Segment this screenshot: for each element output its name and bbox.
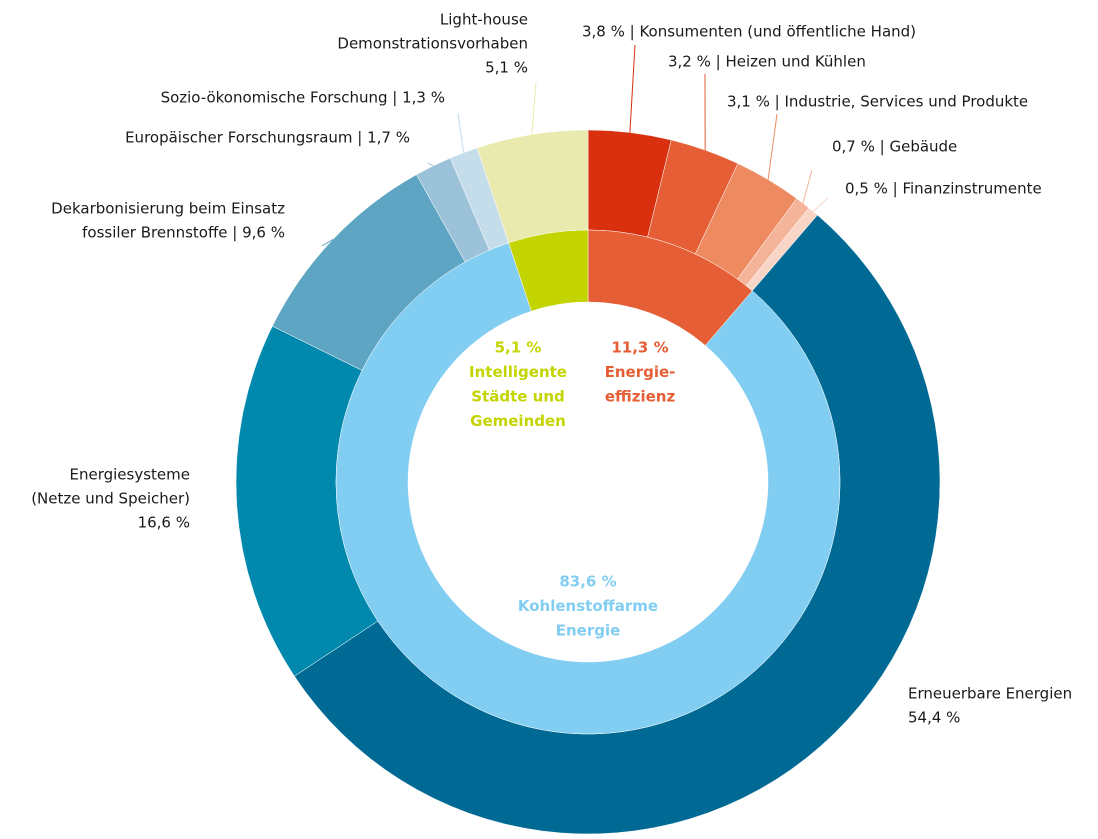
leader-line	[321, 239, 334, 247]
leader-line	[767, 113, 778, 180]
segment-label: 3,1 % | Industrie, Services und Produkte	[727, 93, 1028, 111]
segment-label: 54,4 %	[908, 709, 960, 727]
segment-label: Demonstrationsvorhaben	[337, 35, 528, 53]
segment-label: Dekarbonisierung beim Einsatz	[51, 200, 285, 218]
leader-line	[802, 169, 813, 204]
inner-segment-label: 11,3 %	[611, 339, 668, 357]
donut-segment	[508, 229, 589, 312]
segment-label: (Netze und Speicher)	[31, 490, 190, 508]
segment-label: 3,2 % | Heizen und Kühlen	[668, 53, 866, 71]
segment-label: 16,6 %	[138, 514, 190, 532]
segment-label: 3,8 % | Konsumenten (und öffentliche Han…	[582, 23, 916, 41]
segment-label: 0,5 % | Finanzinstrumente	[845, 180, 1042, 198]
leader-line	[629, 44, 636, 133]
donut-segment	[335, 242, 841, 735]
inner-segment-label: 83,6 %	[559, 573, 616, 591]
inner-segment-label: Energie-	[605, 363, 676, 381]
inner-segment-label: Intelligente	[469, 363, 567, 381]
segment-label: Sozio-ökonomische Forschung | 1,3 %	[161, 89, 445, 107]
segment-label: Erneuerbare Energien	[908, 685, 1072, 703]
leader-line	[427, 162, 434, 167]
inner-segment-label: Städte und	[471, 388, 565, 406]
leader-line	[812, 197, 829, 212]
segment-label: 0,7 % | Gebäude	[832, 138, 957, 156]
segment-label: Energiesysteme	[70, 466, 191, 484]
inner-segment-label: 5,1 %	[495, 339, 542, 357]
segment-label: Europäischer Forschungsraum | 1,7 %	[125, 129, 410, 147]
inner-segment-label: Energie	[556, 622, 621, 640]
leader-line	[531, 81, 537, 135]
segment-label: 5,1 %	[485, 59, 528, 77]
inner-segment-label: Gemeinden	[470, 412, 566, 430]
inner-segment-label: effizienz	[605, 388, 676, 406]
inner-segment-label: Kohlenstoffarme	[518, 597, 658, 615]
leader-line	[457, 112, 465, 153]
segment-label: fossiler Brennstoffe | 9,6 %	[82, 224, 285, 242]
segment-label: Light-house	[440, 11, 528, 29]
